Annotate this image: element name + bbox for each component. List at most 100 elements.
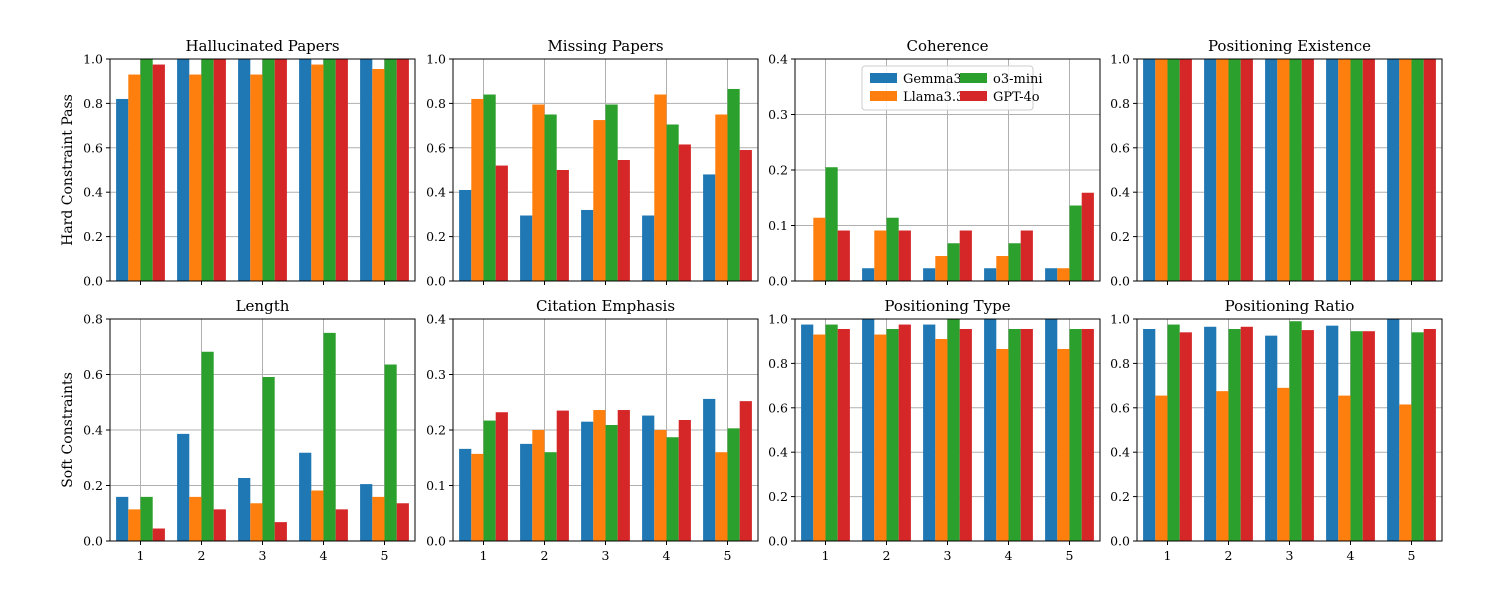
chart-1-bar-o3-mini-2 [201,59,214,281]
chart-5-bar-gpt-4o-4 [335,509,348,541]
chart-6-bar-llama3-3-4 [654,430,667,541]
chart-6-bar-gpt-4o-1 [495,412,508,541]
chart-4-bar-gpt-4o-5 [1423,59,1436,281]
chart-5-bar-o3-mini-2 [201,351,214,541]
chart-4-bar-gpt-4o-2 [1240,59,1253,281]
chart-6-bar-o3-mini-2 [544,452,557,541]
chart-3-bar-gemma3-3 [923,268,936,281]
chart-2-bar-o3-mini-2 [544,114,557,281]
chart-8-bar-gemma3-5 [1387,319,1400,541]
chart-7-bar-gemma3-3 [923,324,936,541]
chart-4-y-tick-label: 0.6 [1110,140,1130,155]
chart-6-x-tick-label: 3 [602,548,610,563]
chart-8-x-tick-label: 5 [1408,548,1416,563]
chart-8-bar-gpt-4o-5 [1423,328,1436,541]
chart-4-bar-o3-mini-4 [1350,59,1363,281]
chart-7-bar-gpt-4o-4 [1020,328,1033,541]
chart-2-bar-gpt-4o-4 [678,144,691,281]
chart-3-bar-gpt-4o-5 [1081,192,1094,281]
chart-8-bar-gpt-4o-4 [1362,331,1375,541]
chart-5-y-tick-label: 0.8 [83,312,103,327]
chart-4-bar-o3-mini-5 [1411,59,1424,281]
chart-7-y-tick-label: 0.0 [768,534,788,549]
chart-3-bar-gemma3-5 [1045,268,1058,281]
chart-2-bar-o3-mini-5 [727,88,740,281]
chart-5-length: 0.0 0.2 0.4 0.6 0.8 1 2 3 4 5 Length Soft Constrain… [60,297,416,563]
chart-8-bar-gemma3-3 [1265,335,1278,541]
chart-1-y-tick-label: 0.2 [83,229,103,244]
chart-7-bar-gpt-4o-5 [1081,328,1094,541]
chart-7-x-tick-label: 4 [1005,548,1013,563]
chart-6-y-tick-label: 0.0 [426,534,446,549]
chart-4-bar-gemma3-2 [1204,59,1217,281]
chart-1-y-tick-label: 0.4 [83,185,103,200]
chart-1-bar-gpt-4o-3 [274,59,287,281]
chart-5-bar-gemma3-2 [177,433,190,541]
chart-7-bar-gpt-4o-3 [959,328,972,541]
chart-5-bar-gemma3-4 [299,452,312,541]
chart-4-y-tick-label: 0.0 [1110,274,1130,289]
chart-5-bar-gpt-4o-5 [396,503,409,541]
chart-3-bar-llama3-3-1 [813,217,826,281]
chart-3-bar-llama3-3-5 [1057,268,1070,281]
chart-3-y-tick-label: 0.0 [768,274,788,289]
chart-6-bar-gemma3-1 [459,448,472,541]
chart-3-bar-o3-mini-5 [1069,205,1082,281]
chart-7-bar-llama3-3-2 [874,334,887,541]
chart-7-y-tick-label: 1.0 [768,312,788,327]
chart-7-y-tick-label: 0.8 [768,356,788,371]
legend-label-o3-mini: o3-mini [993,72,1043,87]
chart-4-bar-o3-mini-1 [1167,59,1180,281]
chart-7-positioning-type: 0.0 0.2 0.4 0.6 0.8 1.0 1 2 3 4 5 Positioning Type [768,297,1101,563]
chart-4-bar-gemma3-3 [1265,59,1278,281]
chart-5-bar-llama3-3-2 [189,496,202,541]
chart-2-bar-o3-mini-4 [666,124,679,282]
chart-2-bar-gemma3-5 [703,174,716,281]
chart-7-bar-o3-mini-4 [1008,328,1021,541]
chart-7-x-tick-label: 2 [883,548,891,563]
chart-1-bar-gemma3-5 [360,59,373,281]
legend-swatch-gemma3 [870,73,897,83]
chart-1-bar-o3-mini-5 [384,59,397,281]
chart-6-bar-o3-mini-1 [483,420,496,541]
chart-2-y-tick-label: 0.0 [426,274,446,289]
chart-6-bar-gemma3-2 [520,443,533,542]
chart-3-bar-gpt-4o-3 [959,230,972,281]
chart-5-bar-gemma3-1 [116,496,129,541]
chart-4-title: Positioning Existence [1208,37,1371,55]
chart-4-bar-o3-mini-3 [1289,59,1302,281]
chart-8-bar-llama3-3-5 [1399,404,1412,541]
chart-3-bar-o3-mini-1 [825,167,838,281]
chart-3-bar-gpt-4o-2 [898,230,911,281]
chart-6-bar-gemma3-3 [581,421,594,541]
chart-1-bar-llama3-3-1 [128,74,141,281]
chart-5-y-tick-label: 0.4 [83,423,103,438]
chart-7-bar-o3-mini-2 [886,328,899,541]
chart-8-y-tick-label: 0.8 [1110,356,1130,371]
chart-2-bar-o3-mini-1 [483,94,496,282]
chart-5-x-tick-label: 5 [381,548,389,563]
chart-1-hallucinated-papers: 0.0 0.2 0.4 0.6 0.8 1.0 Hallucinated Papers Har… [60,37,416,289]
chart-3-bar-o3-mini-4 [1008,243,1021,281]
chart-1-bar-gpt-4o-4 [335,59,348,281]
chart-3-y-tick-label: 0.3 [768,107,788,122]
chart-6-bar-llama3-3-5 [715,452,728,541]
chart-3-bar-gemma3-2 [862,268,875,281]
chart-2-y-tick-label: 0.4 [426,185,446,200]
chart-6-bar-llama3-3-2 [532,430,545,541]
chart-5-x-tick-label: 4 [320,548,328,563]
chart-6-bar-llama3-3-3 [593,410,606,541]
chart-3-bar-gpt-4o-4 [1020,230,1033,281]
chart-3-bar-o3-mini-2 [886,217,899,281]
chart-1-bar-o3-mini-3 [262,59,275,281]
chart-7-bar-gemma3-2 [862,319,875,541]
chart-6-bar-gpt-4o-4 [678,420,691,541]
chart-2-bar-gpt-4o-3 [617,160,630,281]
chart-8-y-tick-label: 0.6 [1110,400,1130,415]
chart-6-x-tick-label: 4 [663,548,671,563]
chart-3-coherence: 0.0 0.1 0.2 0.3 0.4 Coherence Gemma3 Llama3.3 o3… [768,37,1101,289]
chart-5-x-tick-label: 1 [137,548,145,563]
chart-7-bar-llama3-3-4 [996,348,1009,541]
chart-4-y-tick-label: 0.8 [1110,96,1130,111]
